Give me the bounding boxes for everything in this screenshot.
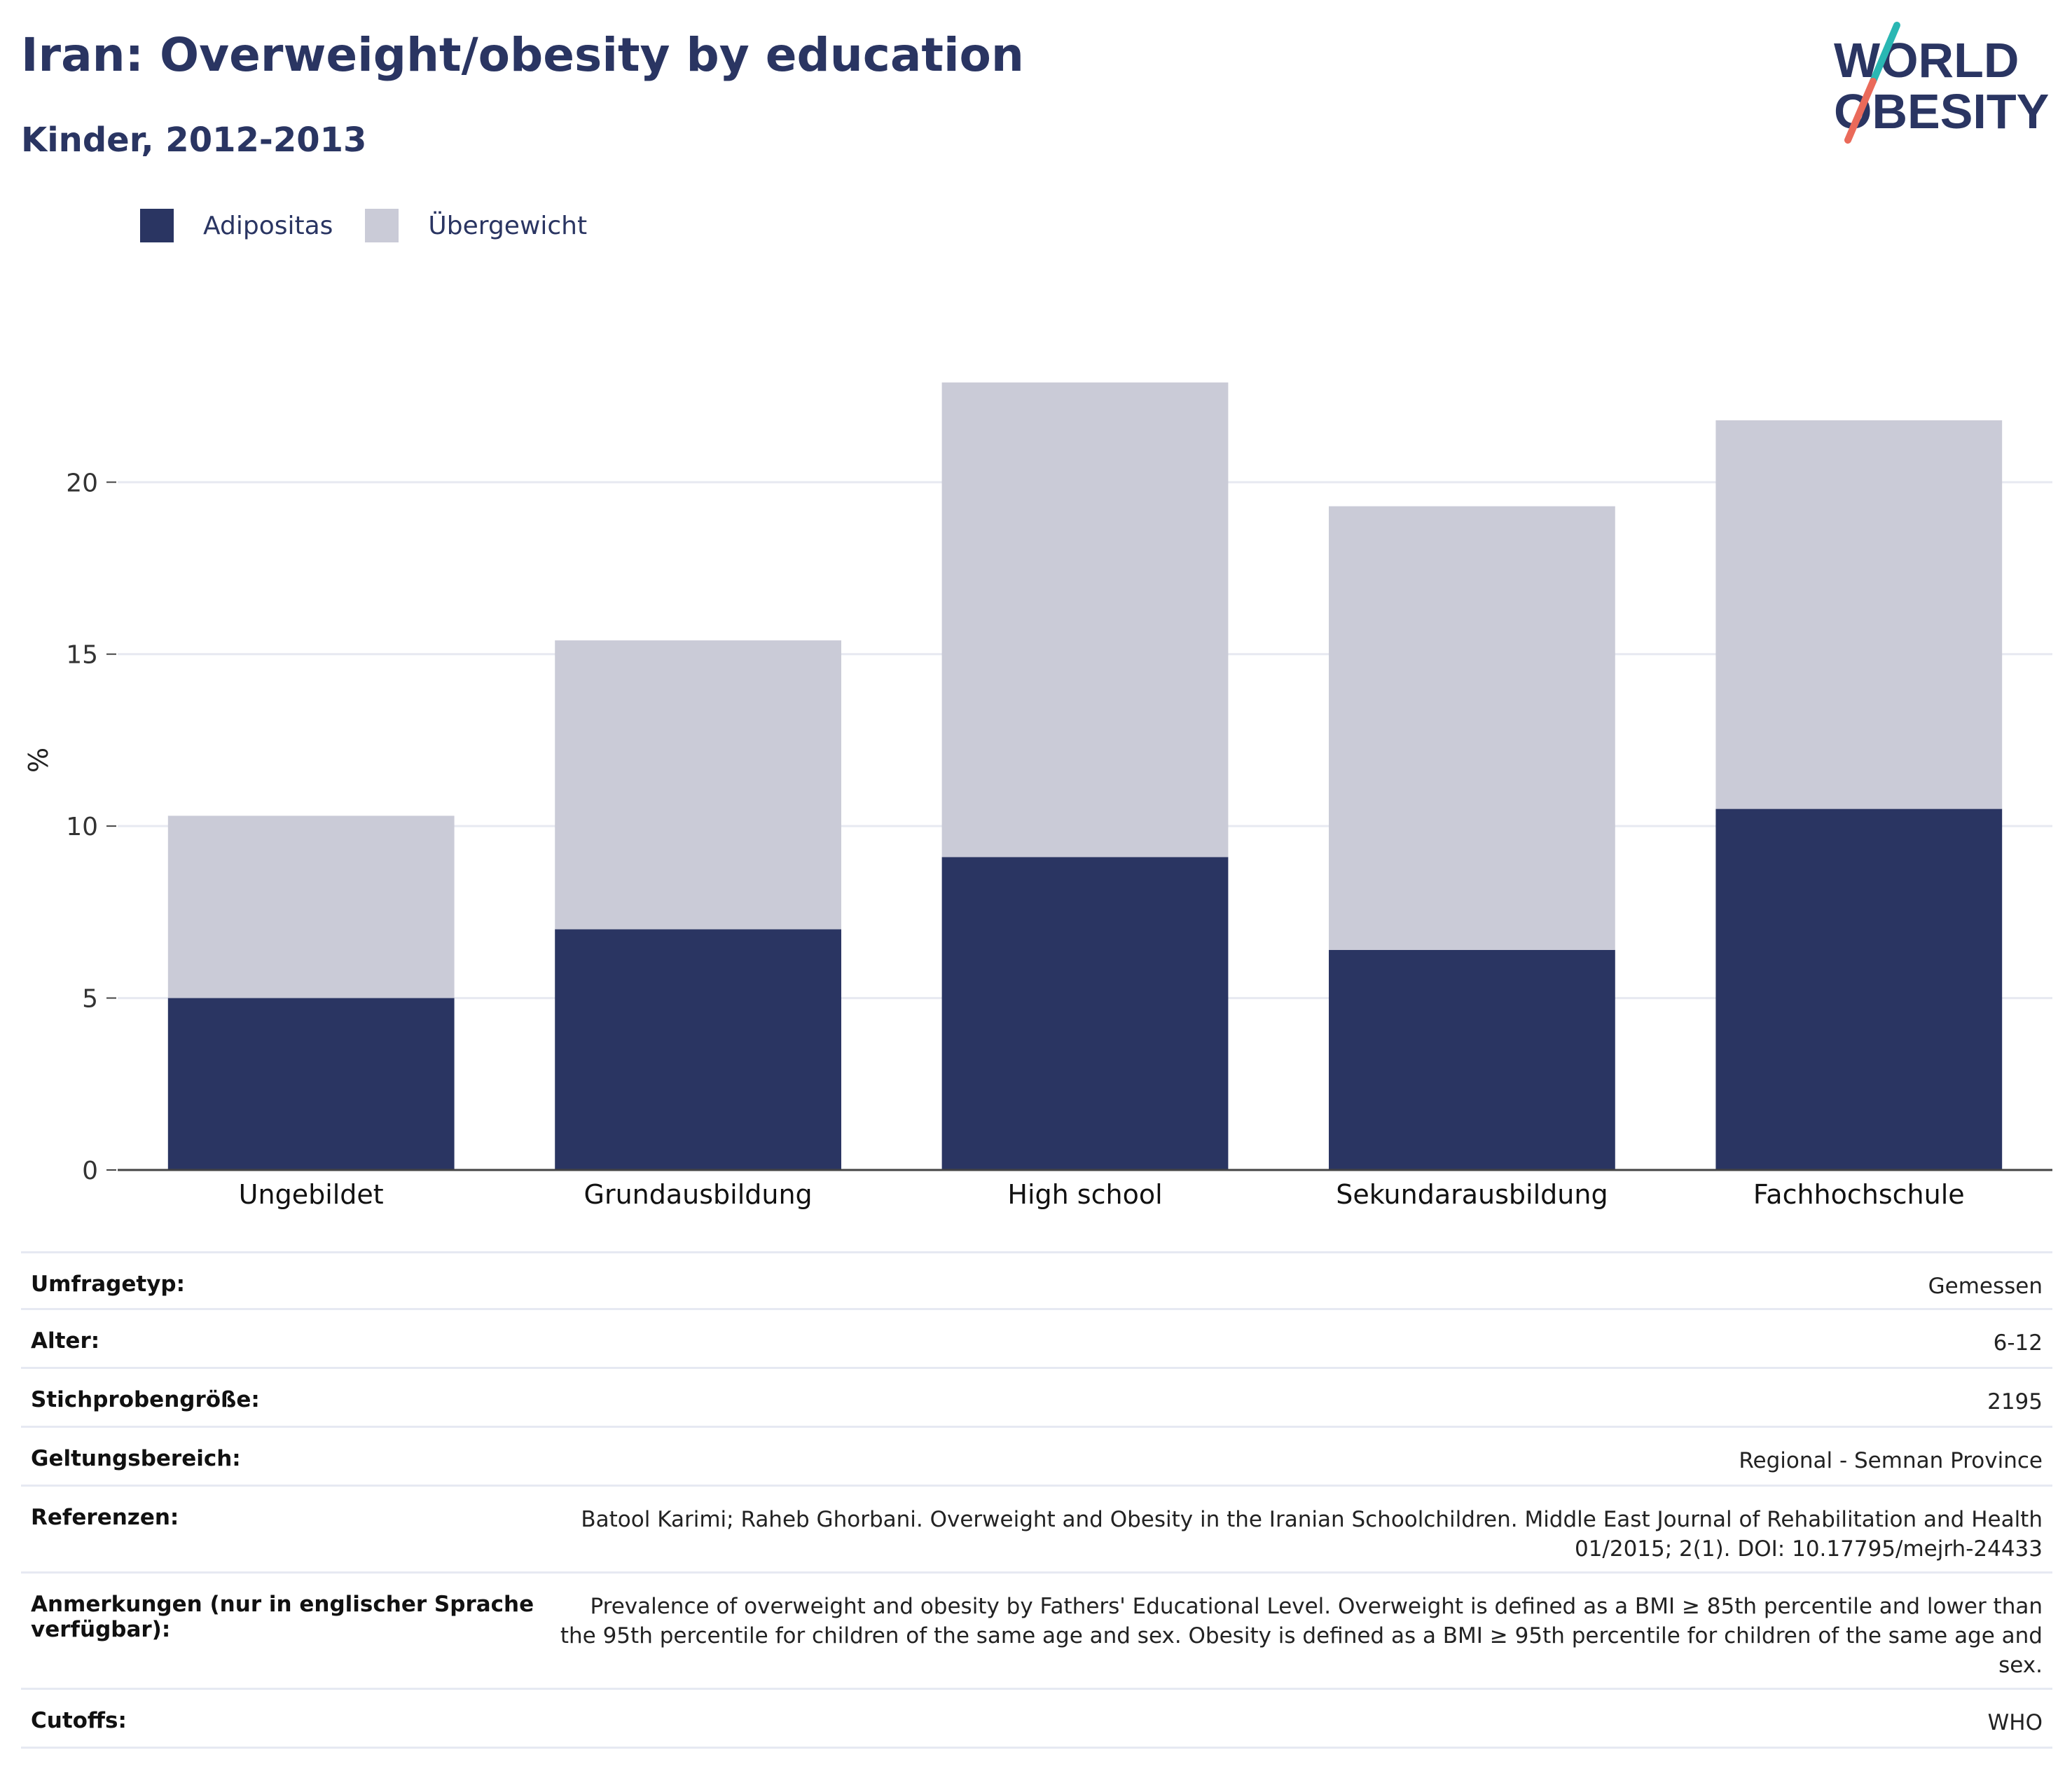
bar-uebergewicht [941,382,1229,858]
info-row-value: 6-12 [1993,1330,2043,1356]
legend-label-adipositas: Adipositas [203,211,333,240]
info-row-label: Umfragetyp: [31,1272,185,1297]
y-axis-label: % [23,748,54,773]
bar-uebergewicht [167,815,455,998]
info-row-value: Batool Karimi; Raheb Ghorbani. Overweigh… [581,1507,2043,1562]
info-row-label: Anmerkungen (nur in englischer Sprache v… [31,1592,534,1642]
legend-swatch-uebergewicht [365,209,399,242]
y-tick-label: 0 [82,1157,98,1185]
legend-label-uebergewicht: Übergewicht [428,211,588,240]
stacked-bar-chart: 0 5 10 15 20% Ungebildet Grundausbildung High s… [23,382,2052,1210]
x-tick-label: High school [1007,1179,1162,1210]
legend-swatch-adipositas [140,209,174,242]
info-row-value: WHO [1987,1710,2043,1735]
x-tick-label: Sekundarausbildung [1336,1179,1608,1210]
info-row-label: Referenzen: [31,1505,179,1530]
info-row-label: Cutoffs: [31,1708,127,1733]
legend-item-adipositas[interactable]: Adipositas [140,209,333,242]
y-tick-label: 5 [82,985,98,1014]
info-row: Referenzen: Batool Karimi; Raheb Ghorbani… [21,1487,2052,1574]
logo-word-world: WORLD [1834,33,2019,88]
info-row-label: Stichprobengröße: [31,1387,260,1412]
info-row: Stichprobengröße: 2195 [21,1369,2052,1428]
y-tick-label: 10 [66,813,98,841]
info-row-value: Gemessen [1928,1274,2043,1299]
bar-adipositas [1715,808,2003,1170]
x-tick-label: Ungebildet [239,1179,384,1210]
x-tick-label: Grundausbildung [584,1179,813,1210]
info-row: Umfragetyp: Gemessen [21,1251,2052,1310]
bar-adipositas [167,998,455,1170]
info-row-label: Geltungsbereich: [31,1446,241,1471]
info-row: Geltungsbereich: Regional - Semnan Provin… [21,1428,2052,1487]
info-row-label: Alter: [31,1328,100,1354]
chart-subtitle: Kinder, 2012-2013 [21,121,367,160]
y-tick-label: 15 [66,641,98,670]
logo-slash-coral [1844,78,1877,144]
info-row: Anmerkungen (nur in englischer Sprache v… [21,1574,2052,1690]
info-row: Alter: 6-12 [21,1310,2052,1369]
info-row-value: Prevalence of overweight and obesity by … [560,1594,2043,1678]
chart-title: Iran: Overweight/obesity by education [21,28,1024,82]
chart-legend: Adipositas Übergewicht [140,207,619,244]
legend-item-uebergewicht[interactable]: Übergewicht [365,209,587,242]
info-row-value: Regional - Semnan Province [1739,1448,2043,1473]
bar-adipositas [941,857,1229,1170]
bar-uebergewicht [555,640,841,930]
bar-uebergewicht [1715,420,2003,809]
y-tick-label: 20 [66,469,98,497]
x-tick-label: Fachhochschule [1753,1179,1965,1210]
info-row-value: 2195 [1987,1389,2043,1414]
bar-adipositas [555,929,841,1170]
info-row: Cutoffs: WHO [21,1690,2052,1749]
logo-slash-teal [1870,22,1900,85]
bar-uebergewicht [1329,506,1615,950]
world-obesity-logo: WORLD OBESITY [1834,22,2049,144]
info-table: Umfragetyp: Gemessen Alter: 6-12 Stichproben… [21,1251,2052,1749]
bar-adipositas [1329,949,1615,1170]
